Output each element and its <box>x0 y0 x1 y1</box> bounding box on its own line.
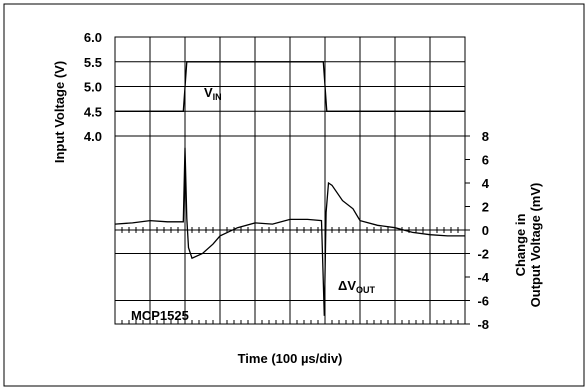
vin-label-base: V <box>204 85 213 100</box>
right-tick-label: -8 <box>477 317 489 332</box>
dvout-label-sub: OUT <box>356 285 376 295</box>
right-tick-label: 4 <box>482 176 490 191</box>
dvout-label-base: ΔV <box>338 278 356 293</box>
vin-label-sub: IN <box>213 92 222 102</box>
dvout-label: ΔVOUT <box>338 278 376 295</box>
right-tick-label: 6 <box>482 153 489 168</box>
left-tick-label: 4.0 <box>84 129 102 144</box>
left-tick-label: 6.0 <box>84 30 102 45</box>
left-axis-ticks: 6.0 5.5 5.0 4.5 4.0 <box>84 30 102 144</box>
right-tick-label: -6 <box>477 294 489 309</box>
y-axis-label-right-line1: Change in <box>513 214 528 277</box>
y-axis-label-left: Input Voltage (V) <box>52 61 67 163</box>
right-tick-label: 0 <box>482 223 489 238</box>
right-tick-label: -2 <box>477 247 489 262</box>
x-axis-label: Time (100 µs/div) <box>238 351 343 366</box>
right-tick-label: 2 <box>482 200 489 215</box>
device-label: MCP1525 <box>131 308 189 323</box>
left-tick-label: 5.5 <box>84 55 102 70</box>
left-tick-label: 4.5 <box>84 104 102 119</box>
right-tick-label: 8 <box>482 129 489 144</box>
y-axis-label-right-line2: Output Voltage (mV) <box>528 183 543 308</box>
vin-label: VIN <box>204 85 222 102</box>
series-line-dvout <box>114 147 465 316</box>
left-tick-label: 5.0 <box>84 80 102 95</box>
chart-frame <box>3 3 585 387</box>
series-layer <box>114 61 465 316</box>
right-tick-label: -4 <box>477 270 489 285</box>
grid <box>114 36 466 324</box>
series-line-vin <box>115 61 465 112</box>
right-axis-ticks: 8 6 4 2 0 -2 -4 -6 -8 <box>465 129 490 332</box>
